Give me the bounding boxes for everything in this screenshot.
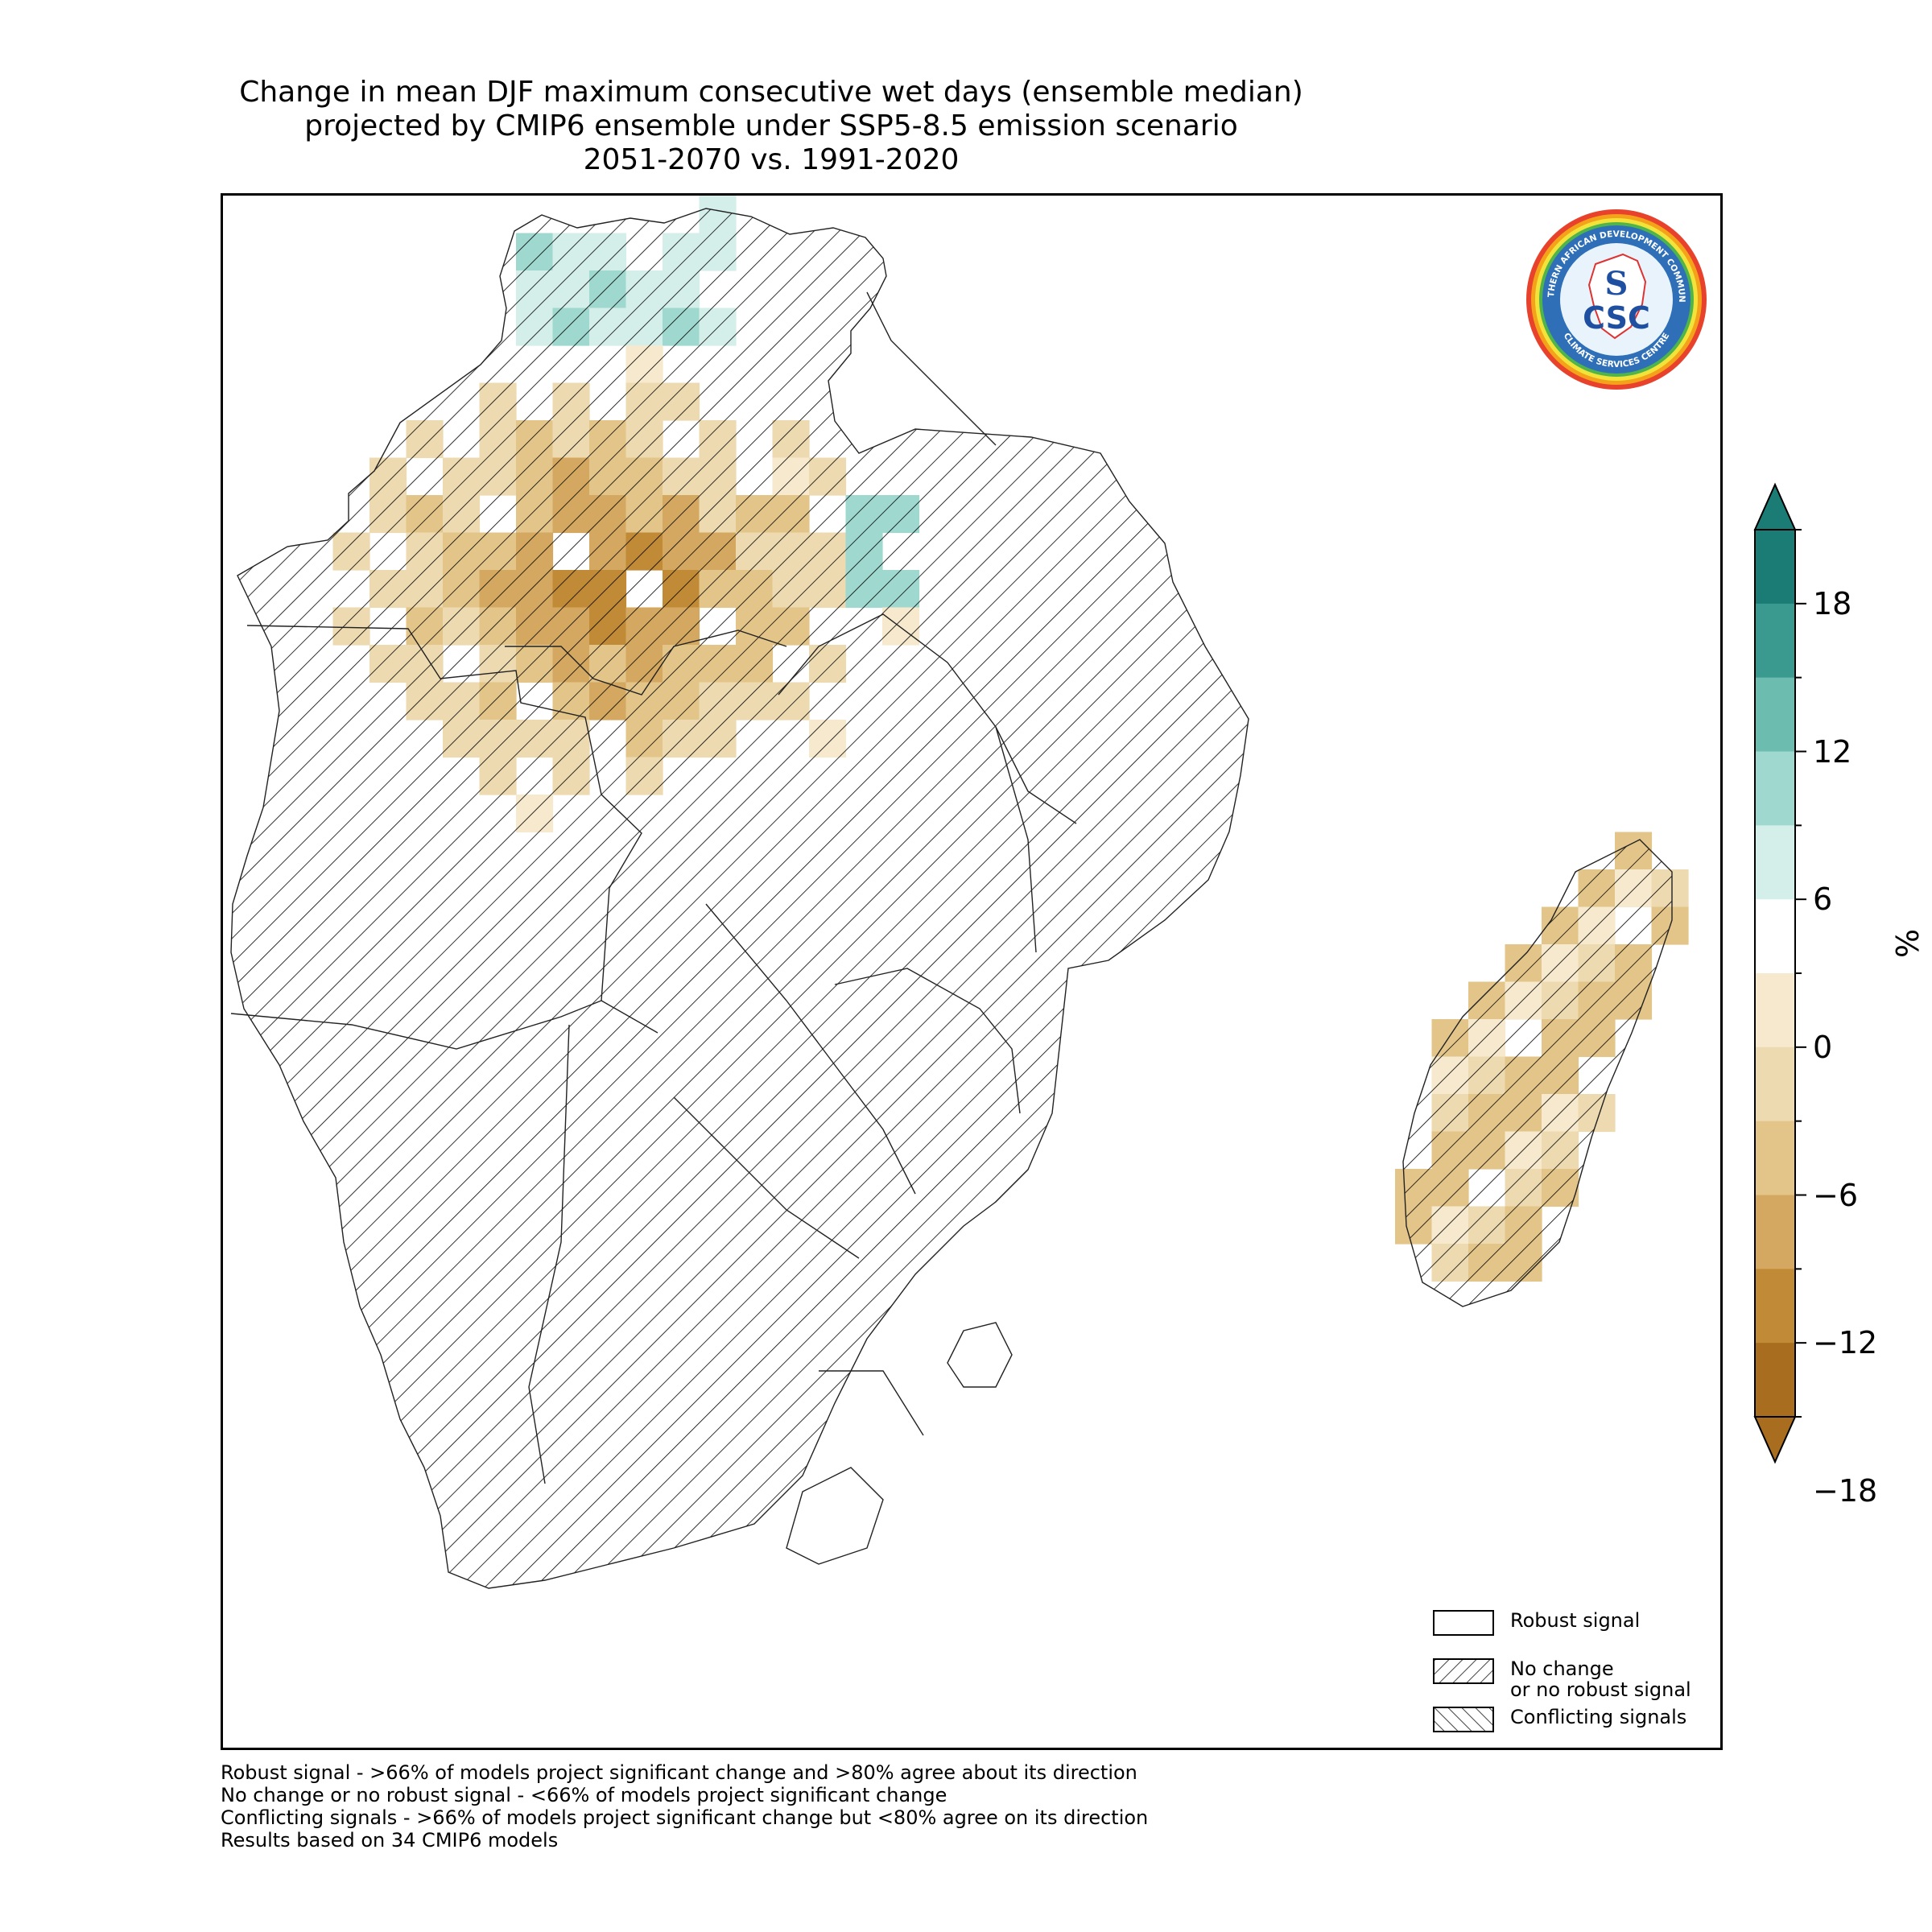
colorbar-bin	[1755, 1269, 1795, 1344]
colorbar	[1739, 475, 1835, 1473]
colorbar-tick-label: 0	[1813, 1029, 1833, 1065]
title-line-3: 2051-2070 vs. 1991-2020	[583, 143, 960, 176]
border-zimbabwe	[834, 968, 1021, 1114]
title-line-1: Change in mean DJF maximum consecutive w…	[239, 76, 1303, 109]
colorbar-extend-max	[1753, 482, 1797, 530]
border-angola	[246, 625, 658, 1034]
border-botswana	[673, 1096, 860, 1259]
colorbar-bin	[1755, 1046, 1795, 1122]
colorbar-bin	[1755, 899, 1795, 974]
legend-item-robust: Robust signal	[1433, 1610, 1640, 1636]
footnotes: Robust signal - >66% of models project s…	[221, 1761, 1148, 1852]
legend-swatch-conflicting	[1433, 1707, 1494, 1732]
legend-label-robust: Robust signal	[1510, 1609, 1641, 1632]
legend-label-no-change: No change or no robust signal	[1510, 1657, 1691, 1701]
colorbar-tick-label: 18	[1813, 585, 1852, 621]
sadc-csc-logo-icon: SOUTHERN AFRICAN DEVELOPMENT COMMUNITY C…	[1521, 200, 1708, 391]
country-borders	[230, 208, 1673, 1589]
legend-swatch-no-change	[1433, 1658, 1494, 1684]
colorbar-bin	[1755, 1343, 1795, 1418]
africa-coastline	[230, 208, 1249, 1589]
colorbar-bin	[1755, 825, 1795, 900]
colorbar-bin	[1755, 677, 1795, 752]
svg-text:S: S	[1605, 265, 1629, 303]
border-drc	[505, 630, 787, 696]
colorbar-bin	[1755, 530, 1795, 605]
colorbar-extend-min	[1753, 1416, 1797, 1464]
hatch-africa	[231, 208, 1249, 1588]
colorbar-bin	[1755, 973, 1795, 1048]
border-tanzania	[778, 613, 1077, 824]
colorbar-tick-label: −6	[1813, 1177, 1859, 1213]
legend-item-conflicting: Conflicting signals	[1433, 1707, 1686, 1732]
footnote-no-change: No change or no robust signal - <66% of …	[221, 1784, 947, 1806]
colorbar-tick-label: −12	[1813, 1325, 1878, 1361]
colorbar-bin	[1755, 751, 1795, 826]
title-line-2: projected by CMIP6 ensemble under SSP5-8…	[304, 109, 1238, 142]
colorbar-bin	[1755, 1121, 1795, 1195]
colorbar-bin	[1755, 603, 1795, 679]
no-robust-signal-hatching	[231, 208, 1672, 1588]
logo-mark-text: CSC	[1583, 300, 1650, 336]
legend-swatch-robust	[1433, 1610, 1494, 1636]
colorbar-bin	[1755, 1195, 1795, 1269]
border-namibia-south	[528, 1024, 570, 1484]
border-lesotho	[786, 1467, 884, 1565]
legend-label-conflicting: Conflicting signals	[1510, 1706, 1687, 1728]
border-eswatini	[947, 1322, 1013, 1388]
colorbar-tick-label: 6	[1813, 881, 1833, 918]
border-drc-east	[866, 291, 997, 446]
chart-title: Change in mean DJF maximum consecutive w…	[0, 76, 1542, 177]
madagascar-coastline	[1402, 839, 1673, 1307]
map-panel	[221, 193, 1723, 1750]
border-south-africa	[819, 1370, 924, 1436]
map-svg	[230, 196, 1689, 1589]
colorbar-unit-label: %	[1890, 928, 1926, 958]
footnote-robust: Robust signal - >66% of models project s…	[221, 1761, 1137, 1784]
footnote-conflicting: Conflicting signals - >66% of models pro…	[221, 1806, 1149, 1829]
border-malawi	[995, 726, 1037, 953]
colorbar-tick-label: 12	[1813, 733, 1852, 770]
legend-item-no-change: No change or no robust signal	[1433, 1658, 1691, 1700]
footnote-model-count: Results based on 34 CMIP6 models	[221, 1829, 559, 1852]
colorbar-tick-label: −18	[1813, 1472, 1878, 1509]
border-namibia	[230, 1000, 602, 1050]
border-zambia-zimbabwe	[705, 903, 916, 1195]
